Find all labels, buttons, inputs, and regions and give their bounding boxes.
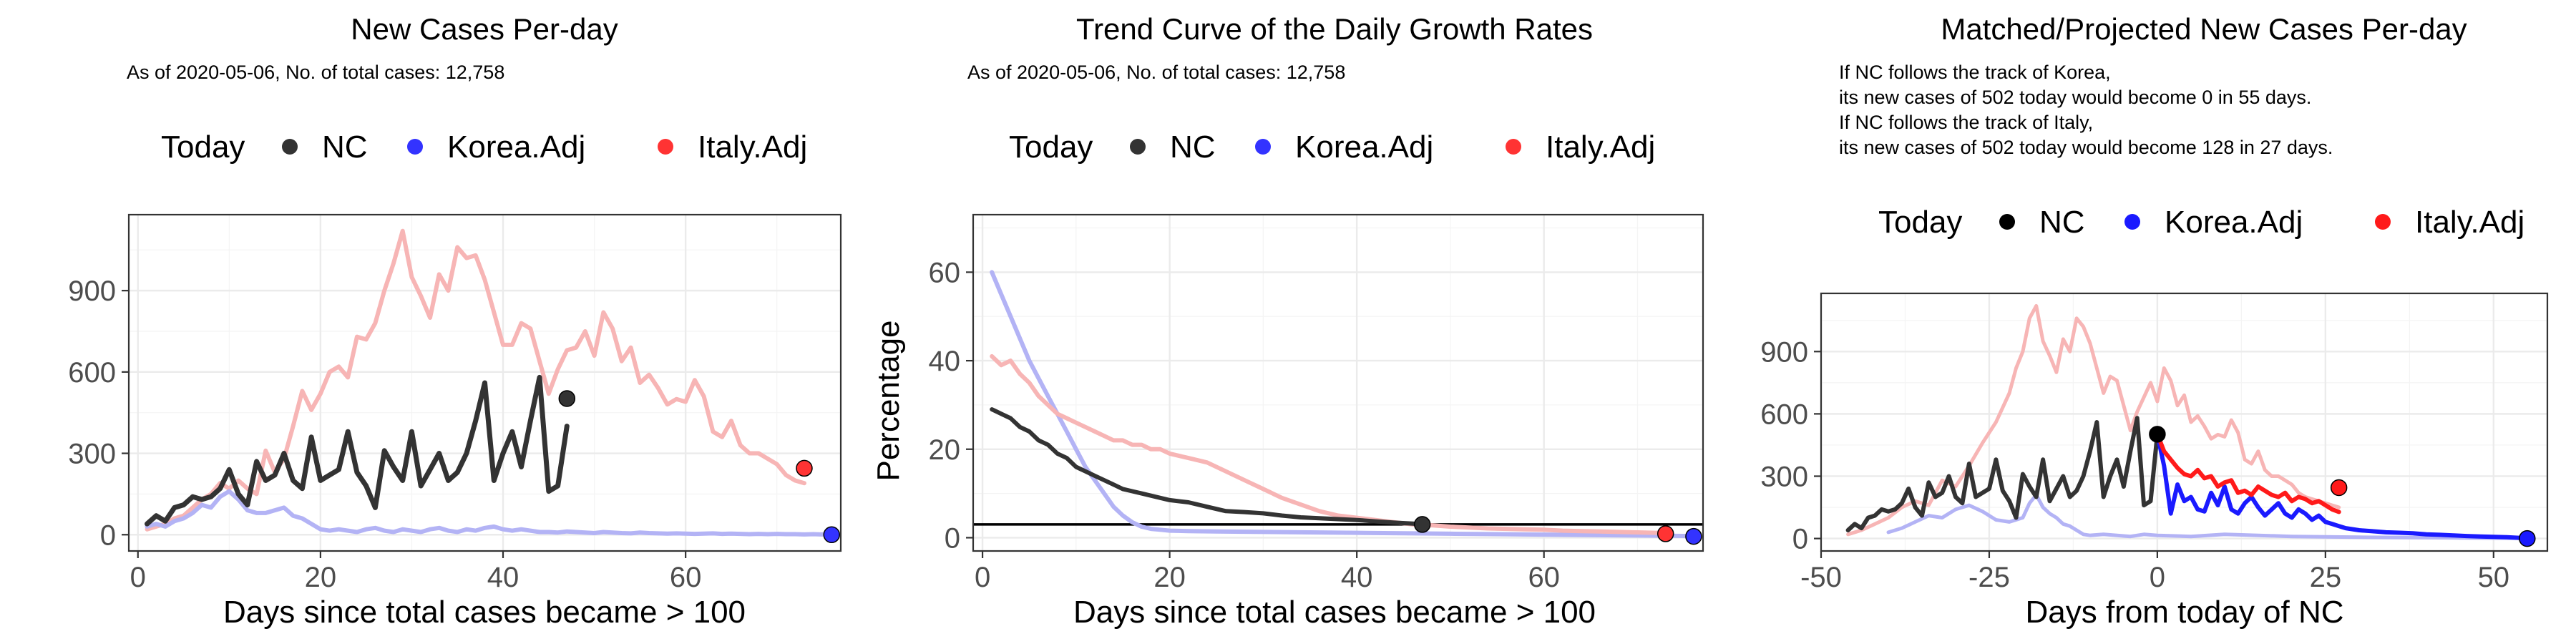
panel-1-subtitle: As of 2020-05-06, No. of total cases: 12… [127, 62, 504, 83]
legend-key-nc [1999, 214, 2015, 230]
panel-1-title: New Cases Per-day [351, 12, 618, 46]
today-point-nc [1413, 516, 1431, 533]
y-tick-label: 20 [929, 434, 961, 466]
today-point-nc [2149, 426, 2166, 443]
y-tick-label: 600 [68, 357, 116, 389]
plot-background [1821, 293, 2547, 551]
panel-2-title: Trend Curve of the Daily Growth Rates [1076, 12, 1593, 46]
series-line-korea-adj [990, 270, 1696, 538]
panel-3-plot-area: -50 -25 0 25 50 0 300 600 900 [1760, 292, 2549, 593]
legend-key-nc [282, 139, 298, 155]
panel-3-subtitle-line-4: its new cases of 502 today would become … [1839, 137, 2333, 158]
today-point-nc [558, 390, 576, 407]
panel-3-subtitle-line-1: If NC follows the track of Korea, [1839, 62, 2111, 83]
x-tick-label: 20 [1153, 562, 1186, 593]
series-line-korea-adj-projected [2155, 431, 2529, 541]
panel-2-subtitle: As of 2020-05-06, No. of total cases: 12… [967, 62, 1345, 83]
series-line-nc [145, 374, 570, 527]
legend-label-nc: NC [1170, 130, 1216, 165]
today-point-italy-adj [796, 459, 813, 477]
panel-1-x-axis-title: Days since total cases became > 100 [223, 595, 746, 630]
panel-border [972, 213, 1704, 552]
x-tick-label: 0 [975, 562, 990, 593]
series-line-korea-adj [145, 489, 834, 537]
today-point-korea-adj [1685, 527, 1702, 545]
legend-key-italy-adj [1506, 139, 1521, 155]
x-tick-label: 60 [670, 562, 702, 593]
chart-matched-projected-cases: Matched/Projected New Cases Per-day If N… [1760, 12, 2549, 630]
legend-key-korea-adj [1255, 139, 1271, 155]
panel-border [127, 213, 842, 552]
today-point-korea-adj [2519, 530, 2536, 547]
panel-2-plot-area: 0 20 40 60 0 20 40 60 [929, 213, 1704, 593]
x-tick-label: -25 [1968, 562, 2010, 593]
legend-label-korea-adj: Korea.Adj [2165, 205, 2303, 240]
series-line-italy-adj [145, 228, 806, 532]
x-tick-label: -50 [1800, 562, 1842, 593]
panel-3-subtitle-line-3: If NC follows the track of Italy, [1839, 112, 2093, 133]
x-tick-label: 0 [130, 562, 146, 593]
panel-2-y-axis-title: Percentage [871, 320, 906, 481]
panel-3-x-axis-title: Days from today of NC [2025, 595, 2343, 630]
x-tick-label: 25 [2310, 562, 2342, 593]
panel-3-subtitle-line-2: its new cases of 502 today would become … [1839, 87, 2311, 108]
panel-3-title: Matched/Projected New Cases Per-day [1941, 12, 2467, 46]
y-tick-label: 300 [1760, 461, 1808, 492]
series-line-italy-adj [990, 353, 1668, 535]
legend-key-nc [1130, 139, 1146, 155]
series-line-nc [1845, 416, 2160, 532]
y-tick-label: 40 [929, 346, 961, 377]
y-tick-label: 60 [929, 257, 961, 288]
y-tick-label: 300 [68, 439, 116, 470]
chart-daily-growth-rates: Trend Curve of the Daily Growth Rates As… [871, 12, 1704, 630]
y-tick-label: 600 [1760, 399, 1808, 430]
legend-label-korea-adj: Korea.Adj [1295, 130, 1433, 165]
legend-label-korea-adj: Korea.Adj [447, 130, 585, 165]
y-tick-label: 0 [1792, 524, 1808, 555]
legend-label-nc: NC [2039, 205, 2085, 240]
x-tick-label: 40 [1341, 562, 1373, 593]
y-tick-label: 900 [68, 275, 116, 307]
plot-background [973, 215, 1703, 551]
legend-title: Today [1878, 205, 1962, 240]
x-tick-label: 50 [2478, 562, 2510, 593]
panel-1-legend: Today NC Korea.Adj Italy.Adj [161, 130, 807, 165]
legend-label-italy-adj: Italy.Adj [2415, 205, 2524, 240]
series-line-italy-adj-matched-history [1846, 303, 2341, 537]
x-tick-label: 0 [2150, 562, 2165, 593]
panel-2-legend: Today NC Korea.Adj Italy.Adj [1009, 130, 1655, 165]
today-point-italy-adj [2330, 479, 2348, 497]
legend-key-korea-adj [2124, 214, 2140, 230]
y-tick-label: 0 [100, 519, 116, 551]
legend-key-korea-adj [407, 139, 423, 155]
today-point-italy-adj [1657, 525, 1674, 542]
legend-title: Today [161, 130, 245, 165]
legend-title: Today [1009, 130, 1093, 165]
panel-2-x-axis-title: Days since total cases became > 100 [1073, 595, 1596, 630]
panel-3-legend: Today NC Korea.Adj Italy.Adj [1878, 205, 2524, 240]
y-tick-label: 900 [1760, 336, 1808, 368]
today-point-korea-adj [823, 526, 840, 544]
legend-key-italy-adj [2375, 214, 2391, 230]
chart-new-cases-per-day: New Cases Per-day As of 2020-05-06, No. … [68, 12, 842, 630]
series-line-nc [990, 407, 1425, 527]
y-tick-label: 0 [945, 522, 960, 554]
panel-border [1820, 292, 2549, 552]
legend-key-italy-adj [658, 139, 673, 155]
x-tick-label: 60 [1528, 562, 1560, 593]
series-line-korea-adj-matched-history [1886, 493, 2529, 540]
series-line-italy-adj-projected [2155, 431, 2341, 514]
legend-label-nc: NC [322, 130, 368, 165]
x-tick-label: 20 [305, 562, 337, 593]
legend-label-italy-adj: Italy.Adj [698, 130, 807, 165]
legend-label-italy-adj: Italy.Adj [1546, 130, 1655, 165]
x-tick-label: 40 [487, 562, 519, 593]
